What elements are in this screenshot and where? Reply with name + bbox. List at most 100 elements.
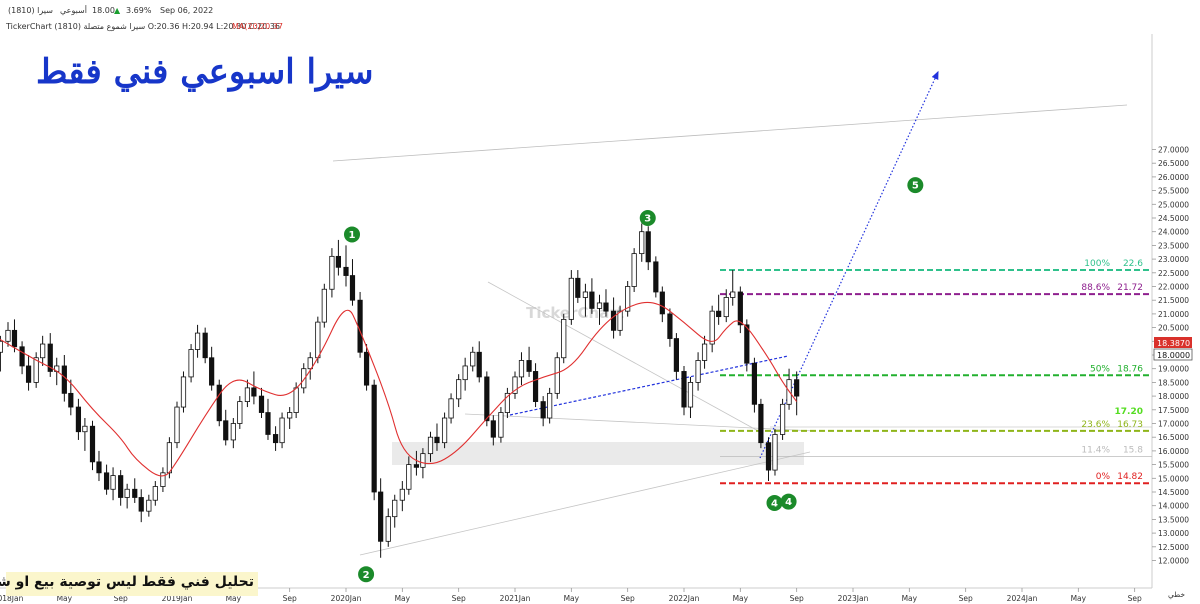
candle-body (744, 324, 750, 364)
candle-body (89, 425, 96, 463)
candle-body (33, 357, 39, 383)
candle-body (75, 406, 82, 433)
candle-body (589, 291, 595, 309)
candle-body (160, 472, 166, 487)
candle-body (561, 318, 567, 359)
candle-body (617, 310, 623, 331)
x-tick-label: May (57, 594, 73, 603)
y-tick-label: 24.5000 (1158, 214, 1189, 223)
candle-body (779, 403, 786, 435)
y-tick-label: 13.0000 (1158, 529, 1189, 538)
candle-body (758, 403, 764, 444)
y-axis-ticks: 12.0000 12.5000 13.0000 13.5000 14.0000 14.50… (1152, 146, 1189, 566)
trendline (487, 281, 761, 433)
support-zone (392, 442, 804, 465)
x-tick-label: 2024Jan (1007, 594, 1038, 603)
wave-label-circle (907, 177, 924, 194)
candle-body (631, 253, 637, 287)
x-tick-label: Sep (452, 594, 466, 603)
candle-body (645, 231, 651, 263)
candle-body (124, 488, 130, 498)
candle-body (11, 329, 18, 348)
y-tick-label: 25.5000 (1158, 187, 1189, 196)
candle-body (82, 425, 88, 433)
y-tick-label: 22.5000 (1158, 269, 1189, 278)
candle-body (526, 360, 532, 372)
candle-body (547, 392, 553, 419)
trendlines (332, 70, 1128, 556)
candle-body (687, 381, 694, 408)
y-tick-label: 25.0000 (1158, 200, 1189, 209)
candle-body (343, 266, 349, 276)
symbol-header: سيرا (1810) أسبوعي 18.00 ▲ 3.69% Sep 06,… (0, 0, 1200, 20)
candle-body (667, 313, 673, 339)
candle-body (610, 310, 617, 331)
x-tick-label: May (564, 594, 580, 603)
candle-body (772, 434, 778, 471)
candle-body (420, 453, 426, 468)
candle-body (434, 436, 440, 444)
candle-body (681, 371, 687, 408)
x-tick-label: 2018Jan (0, 594, 24, 603)
x-tick-label: 2019Jan (162, 594, 193, 603)
disclaimer-text: تحليل فني فقط ليس توصية بيع او شراء (0, 574, 254, 590)
candle-body (321, 288, 327, 323)
candle-body (0, 340, 3, 353)
candle-body (751, 362, 758, 405)
candle-body (730, 291, 736, 298)
candle-body (335, 255, 341, 268)
period-label: أسبوعي (60, 6, 87, 15)
trendline (464, 413, 816, 432)
candle-body (441, 417, 448, 444)
wave-label: 4 (771, 499, 778, 510)
candle-body (363, 351, 370, 386)
candle-body (399, 488, 405, 501)
candle-body (230, 423, 236, 441)
y-tick-label: 22.0000 (1158, 283, 1189, 292)
x-tick-label: Sep (959, 594, 973, 603)
candle-body (737, 291, 743, 326)
y-tick-label: 16.5000 (1158, 433, 1189, 442)
y-tick-label: 18.5000 (1158, 378, 1189, 387)
x-tick-label: May (226, 594, 242, 603)
wave-label: 5 (912, 181, 919, 192)
candle-body (132, 488, 138, 498)
y-tick-label: 23.5000 (1158, 241, 1189, 250)
wave-label-circle (766, 494, 783, 511)
candle-body (315, 321, 321, 359)
candle-body (603, 302, 609, 312)
candle-body (279, 417, 285, 444)
fib-level-value: 22.6 (1123, 259, 1143, 269)
candle-body (794, 379, 800, 397)
candle-body (371, 384, 377, 493)
candle-body (716, 310, 722, 318)
candle-body (209, 357, 215, 386)
wave-label: 1 (349, 230, 356, 241)
fib-level-label: 11.4% (1081, 445, 1110, 455)
plot-area (0, 34, 1152, 588)
candle-body (47, 343, 53, 372)
candle-body (272, 434, 279, 444)
disclaimer-annotation (6, 572, 258, 596)
fib-level-value: 17.20 (1115, 407, 1143, 417)
candle-body (307, 357, 313, 370)
corner-label: خطي (1168, 590, 1185, 599)
y-tick-label: 18.0000 (1158, 392, 1189, 401)
candle-body (265, 412, 271, 435)
price-badge-red (1154, 337, 1192, 348)
candle-body (653, 261, 659, 293)
candle-body (349, 275, 356, 301)
candle-body (490, 420, 496, 438)
fib-level-label: 88.6% (1081, 283, 1110, 293)
candle-body (180, 376, 187, 408)
x-tick-label: Sep (114, 594, 128, 603)
x-tick-label: Sep (621, 594, 635, 603)
candle-body (765, 442, 772, 471)
ma-value: 20.37 (260, 22, 283, 31)
price-badges: 18.3870 18.0000 (1153, 337, 1193, 361)
wave-label: 3 (644, 214, 651, 225)
candle-body (103, 472, 110, 490)
candle-body (723, 297, 729, 318)
candle-body (413, 464, 420, 468)
